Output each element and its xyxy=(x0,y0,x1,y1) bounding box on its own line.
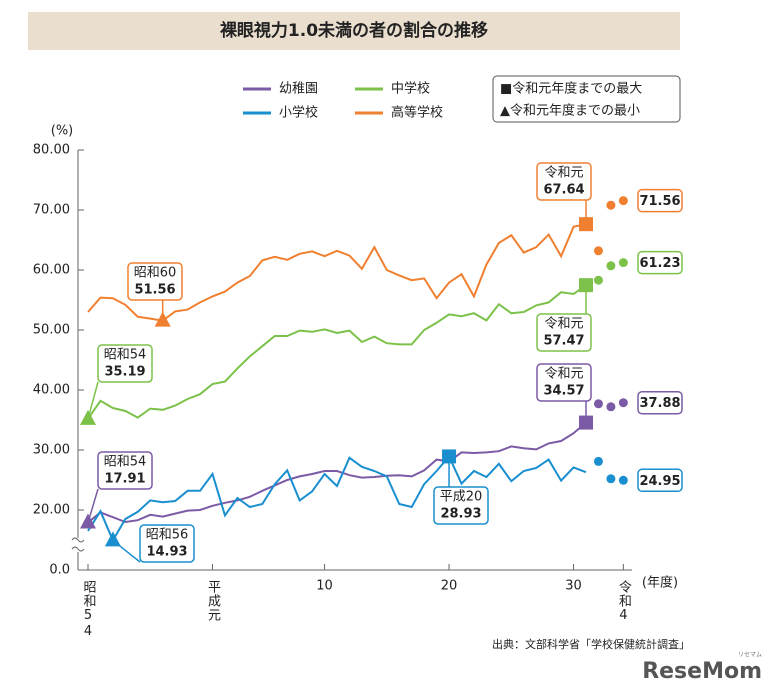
axis-break xyxy=(71,537,85,552)
y-axis-label: (%) xyxy=(51,124,74,139)
data-point xyxy=(606,474,616,484)
callout-box xyxy=(433,486,489,525)
callout-value: 35.19 xyxy=(104,365,145,380)
series-line xyxy=(87,421,587,524)
end-label: 71.56 xyxy=(639,194,680,209)
callout-label: 令和元 xyxy=(544,166,583,181)
series-line xyxy=(87,223,587,322)
callout-label: 昭和60 xyxy=(134,266,177,281)
legend-label: 幼稚園 xyxy=(279,82,318,97)
callout-box xyxy=(139,524,195,563)
logo-sub: リセマム xyxy=(738,652,762,659)
data-point xyxy=(606,402,616,412)
callout-label: 令和元 xyxy=(544,367,583,382)
callout-value: 17.91 xyxy=(104,472,145,487)
y-tick-label: 30.00 xyxy=(33,443,70,458)
min-marker xyxy=(154,311,171,327)
y-tick-label: 50.00 xyxy=(33,323,70,338)
data-point xyxy=(593,275,603,285)
legend-label: 中学校 xyxy=(391,81,430,97)
max-marker xyxy=(579,217,593,232)
min-marker xyxy=(80,409,96,425)
x-tick-label: 10 xyxy=(316,579,333,594)
series-line xyxy=(87,284,587,420)
logo: ReseMom xyxy=(642,659,762,684)
end-label-box xyxy=(637,468,683,493)
callout-box xyxy=(536,363,592,402)
min-marker xyxy=(80,513,96,529)
callout-value: 34.57 xyxy=(543,384,584,399)
callout-label: 令和元 xyxy=(544,317,583,332)
end-label: 24.95 xyxy=(639,474,680,489)
max-marker xyxy=(579,278,593,293)
y-tick-label: 60.00 xyxy=(33,263,70,278)
x-tick-label: 昭和54 xyxy=(81,580,97,640)
callout-label: 平成20 xyxy=(440,490,483,505)
x-tick-label: 20 xyxy=(441,579,458,594)
callout-box xyxy=(536,162,592,201)
end-label-box xyxy=(637,250,683,275)
y-tick-label: 40.00 xyxy=(33,383,70,398)
data-point xyxy=(593,456,603,466)
x-tick-label: 平成元 xyxy=(205,580,221,622)
callout-value: 67.64 xyxy=(543,183,584,198)
callout-label: 昭和54 xyxy=(104,348,147,363)
data-point xyxy=(618,398,628,408)
x-tick-label: 30 xyxy=(565,579,582,594)
legend-note: ▲令和元年度までの最小 xyxy=(500,103,640,119)
end-label: 37.88 xyxy=(639,396,680,411)
y-tick-label: 80.00 xyxy=(33,143,70,158)
y-tick-label: 20.00 xyxy=(33,503,70,518)
callout-leader xyxy=(87,381,99,420)
callout-value: 51.56 xyxy=(134,283,175,298)
callout-box xyxy=(127,262,183,301)
data-point xyxy=(606,261,616,271)
callout-value: 28.93 xyxy=(440,507,481,522)
callout-box xyxy=(536,313,592,352)
legend-label: 高等学校 xyxy=(391,105,443,121)
data-point xyxy=(618,196,628,206)
end-label-box xyxy=(637,188,683,213)
data-point xyxy=(593,399,603,409)
callout-label: 昭和56 xyxy=(146,528,189,543)
end-label-box xyxy=(637,390,683,415)
title-band xyxy=(28,12,680,50)
callout-box xyxy=(97,344,153,383)
callout-value: 57.47 xyxy=(543,334,584,349)
callout-label: 昭和54 xyxy=(104,455,147,470)
callout-value: 14.93 xyxy=(146,545,187,560)
chart-title: 裸眼視力1.0未満の者の割合の推移 xyxy=(220,20,488,41)
legend-note-box xyxy=(492,75,681,123)
legend-note: ■令和元年度までの最大 xyxy=(500,81,642,97)
end-label: 61.23 xyxy=(639,256,680,271)
y-tick-label: 0.0 xyxy=(49,563,70,578)
series-line xyxy=(87,454,587,543)
min-marker xyxy=(104,531,121,547)
max-marker xyxy=(442,449,457,464)
legend-label: 小学校 xyxy=(279,105,318,121)
data-point xyxy=(593,246,603,256)
data-point xyxy=(618,475,628,485)
data-point xyxy=(606,200,616,210)
max-marker xyxy=(579,415,593,430)
data-point xyxy=(618,258,628,268)
source: 出典：文部科学省「学校保健統計調査」 xyxy=(492,637,690,651)
x-tick-label: 令和4 xyxy=(616,580,632,624)
callout-box xyxy=(97,451,153,490)
y-tick-label: 70.00 xyxy=(33,203,70,218)
x-axis-label: (年度) xyxy=(642,575,678,591)
